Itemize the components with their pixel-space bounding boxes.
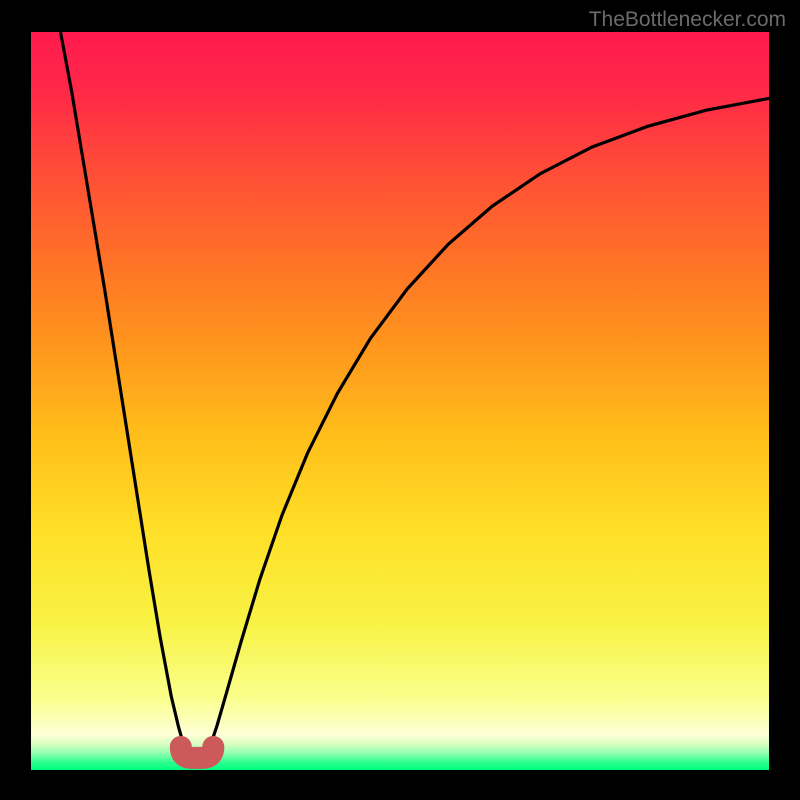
chart-svg (0, 0, 800, 800)
watermark-text: TheBottlenecker.com (589, 8, 786, 32)
bottleneck-chart: TheBottlenecker.com (0, 0, 800, 800)
optimum-marker (181, 747, 213, 758)
chart-background (31, 32, 769, 770)
